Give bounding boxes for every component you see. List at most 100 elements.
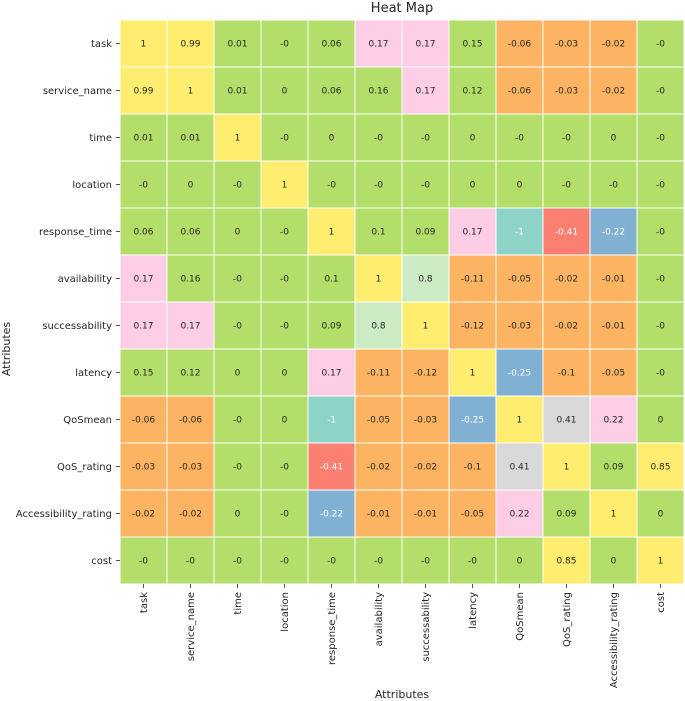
cell-value-label: 0.09 [603, 463, 623, 473]
y-tick-label: time [89, 133, 112, 144]
cell-value-label: 0 [282, 87, 288, 97]
cell-value-label: 1 [282, 181, 288, 191]
heatmap-cell [307, 348, 356, 397]
heatmap-cell [448, 19, 497, 68]
cell-value-label: 0.8 [418, 275, 433, 285]
heatmap-cell [401, 489, 450, 538]
x-tick-label: task [139, 592, 150, 613]
cell-value-label: 0.16 [368, 87, 388, 97]
y-tick-label: QoSmean [63, 415, 112, 426]
heatmap-cell [260, 348, 309, 397]
heatmap-cell [401, 301, 450, 350]
y-tick-label: QoS_rating [57, 462, 112, 473]
cell-value-label: 0.15 [462, 40, 482, 50]
cell-value-label: -0 [327, 557, 336, 567]
cell-value-label: -0.02 [367, 463, 390, 473]
heatmap-cell [401, 207, 450, 256]
heatmap-cell [636, 536, 685, 585]
cell-value-label: -0 [656, 322, 665, 332]
heatmap-cell [354, 301, 403, 350]
heatmap-cell [354, 489, 403, 538]
x-tick-label: cost [656, 592, 667, 613]
heatmap-cell [260, 254, 309, 303]
cell-value-label: -0.02 [602, 40, 625, 50]
heatmap-cell [448, 207, 497, 256]
x-tick-label: successability [421, 592, 432, 662]
cell-value-label: -0.11 [461, 275, 484, 285]
cell-value-label: 0.09 [415, 228, 435, 238]
cell-value-label: 0.01 [133, 134, 153, 144]
heatmap-cell [589, 160, 638, 209]
cell-value-label: 0.17 [133, 322, 153, 332]
cell-value-label: -0.05 [367, 416, 390, 426]
heatmap-cell [401, 113, 450, 162]
cell-value-label: 1 [611, 510, 617, 520]
chart-title: Heat Map [371, 1, 433, 16]
x-tick-labels: task service_name time location response_tim… [139, 584, 667, 688]
cell-value-label: 1 [235, 134, 241, 144]
cell-value-label: 0 [329, 134, 335, 144]
cell-value-label: -0.03 [555, 87, 578, 97]
cell-value-label: 0.06 [321, 40, 341, 50]
cell-value-label: 0.8 [371, 322, 386, 332]
cell-value-label: 0 [611, 134, 617, 144]
heatmap-cell [589, 301, 638, 350]
heatmap-cell [307, 442, 356, 491]
heatmap-cell [589, 442, 638, 491]
heatmap-cell [448, 489, 497, 538]
cell-value-label: -0 [280, 40, 289, 50]
cell-value-label: -0 [656, 369, 665, 379]
x-tick-label: availability [374, 592, 385, 646]
cell-value-label: 1 [470, 369, 476, 379]
x-axis-label: Attributes [375, 688, 430, 701]
heatmap-cell [213, 348, 262, 397]
heatmap-cell [636, 348, 685, 397]
heatmap-cell [401, 66, 450, 115]
heatmap-cell [260, 160, 309, 209]
heatmap-cell [166, 66, 215, 115]
heatmap-cell [354, 66, 403, 115]
heatmap-cell [260, 442, 309, 491]
cell-value-label: -0 [186, 557, 195, 567]
cell-value-label: 0.06 [321, 87, 341, 97]
cell-value-label: 0.12 [180, 369, 200, 379]
cell-value-label: -0 [656, 40, 665, 50]
cell-value-label: -0 [280, 557, 289, 567]
cell-value-label: -0 [421, 557, 430, 567]
cell-value-label: -0.03 [179, 463, 202, 473]
y-tick-label: cost [91, 556, 112, 567]
cell-value-label: -0.25 [461, 416, 484, 426]
cell-value-label: 1 [423, 322, 429, 332]
cell-value-label: -0.02 [132, 510, 155, 520]
heatmap-cell [119, 348, 168, 397]
cell-value-label: -0.22 [602, 228, 625, 238]
heatmap-cell [448, 66, 497, 115]
heatmap-cell [307, 301, 356, 350]
cell-value-label: 0.85 [650, 463, 670, 473]
cell-value-label: -0 [656, 181, 665, 191]
cell-value-label: -0 [656, 228, 665, 238]
heatmap-cell [119, 19, 168, 68]
heatmap-cell [401, 442, 450, 491]
y-tick-label: successability [42, 321, 112, 332]
x-tick-label: response_time [327, 592, 338, 665]
cell-value-label: -0.02 [179, 510, 202, 520]
heatmap-cell [542, 160, 591, 209]
heatmap-cell [448, 442, 497, 491]
cell-value-label: -0 [609, 181, 618, 191]
cell-value-label: 0 [282, 416, 288, 426]
x-tick-label: service_name [186, 592, 197, 661]
heatmap-cell [260, 301, 309, 350]
heatmap-cell [213, 207, 262, 256]
heatmap-cell [213, 395, 262, 444]
cell-value-label: -0 [468, 557, 477, 567]
heatmap-cell [260, 395, 309, 444]
cell-value-label: -0.22 [320, 510, 343, 520]
cell-value-label: -0 [280, 134, 289, 144]
heatmap-cell [166, 536, 215, 585]
cell-value-label: -0.11 [367, 369, 390, 379]
heatmap-cell [542, 442, 591, 491]
x-tick-label: Accessibility_rating [609, 592, 620, 688]
cell-value-label: -0.41 [555, 228, 578, 238]
heatmap-cell [589, 66, 638, 115]
